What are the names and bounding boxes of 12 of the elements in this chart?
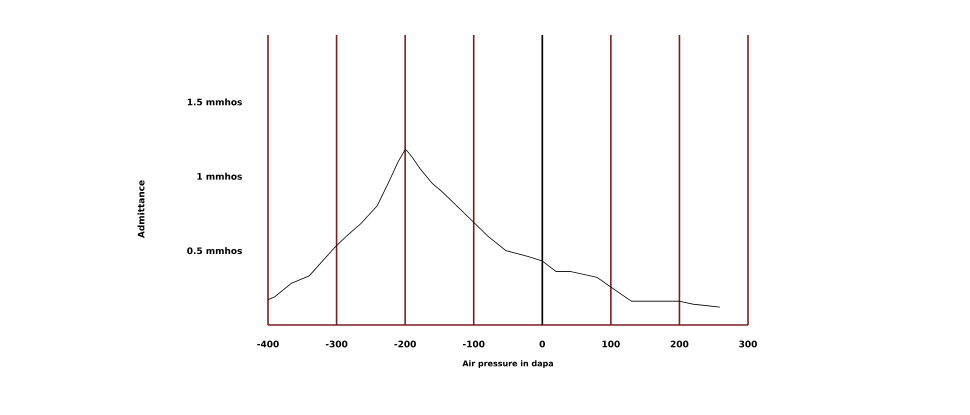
y-tick-label: 1.5 mmhos xyxy=(188,98,242,106)
x-tick-label: 100 xyxy=(602,340,620,348)
x-tick-label: 300 xyxy=(739,340,757,348)
x-tick-label: -200 xyxy=(394,340,416,348)
y-tick-label: 1 mmhos xyxy=(197,172,242,180)
y-axis-title: Admittance xyxy=(138,180,144,238)
x-tick-label: 200 xyxy=(670,340,688,348)
y-tick-label: 0.5 mmhos xyxy=(187,247,242,254)
x-tick-label: -300 xyxy=(326,340,348,348)
x-tick-label: -400 xyxy=(257,340,279,348)
x-tick-label: -100 xyxy=(462,340,485,348)
x-tick-label: 0 xyxy=(540,340,545,348)
